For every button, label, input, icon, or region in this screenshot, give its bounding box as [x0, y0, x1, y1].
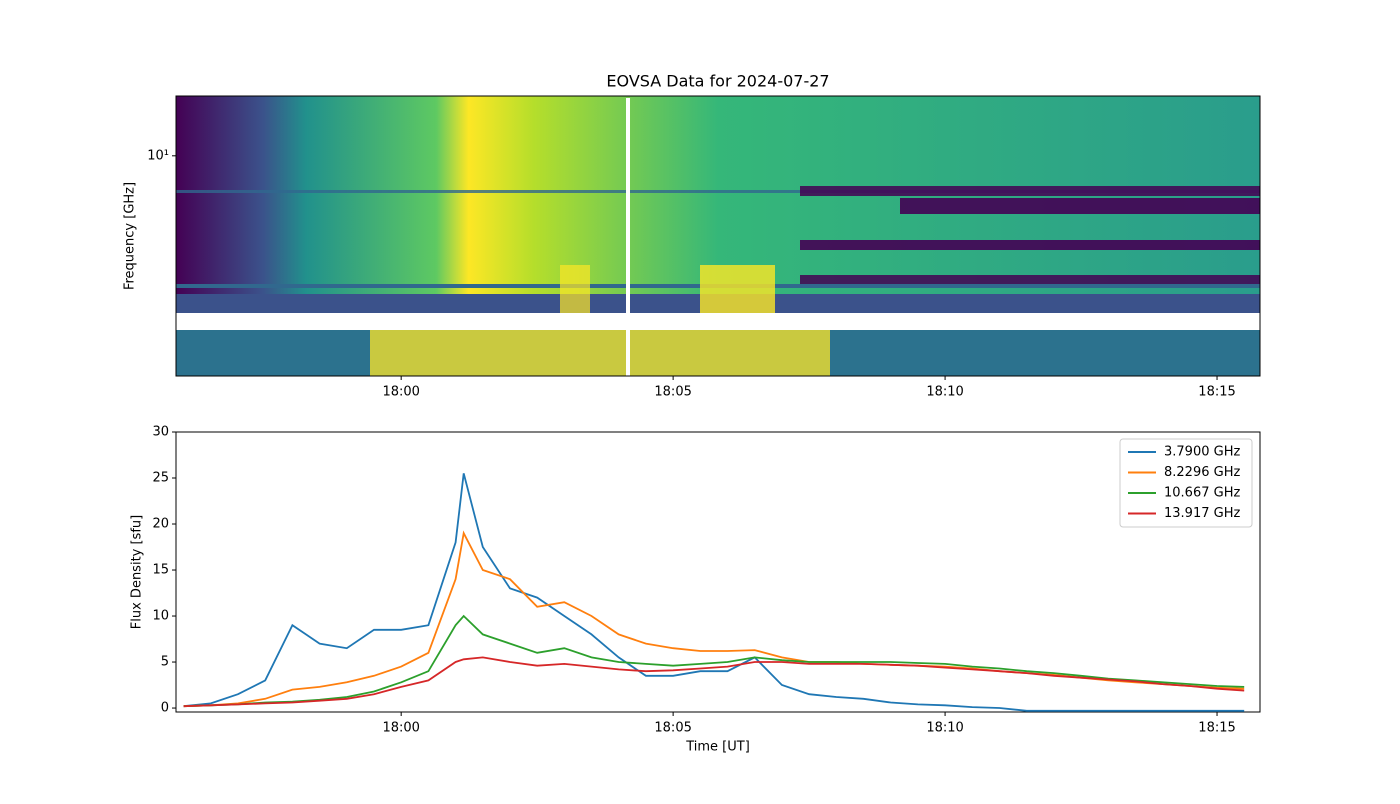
top-axes-frame — [175, 95, 1261, 377]
x-tick-label: 18:15 — [1198, 385, 1235, 400]
y-tick-label: 25 — [152, 471, 169, 486]
legend-label: 3.7900 GHz — [1164, 445, 1240, 460]
y-tick-label: 0 — [161, 701, 169, 716]
legend-label: 10.667 GHz — [1164, 486, 1240, 501]
spectrogram-image — [176, 96, 1260, 376]
x-tick-label: 18:05 — [654, 385, 691, 400]
y-tick-label: 30 — [152, 425, 169, 440]
y-tick-label: 15 — [152, 563, 169, 578]
legend-label: 13.917 GHz — [1164, 506, 1240, 521]
x-tick-label: 18:00 — [382, 721, 419, 736]
bottom-axes-frame — [175, 431, 1261, 713]
x-tick-label: 18:05 — [654, 721, 691, 736]
series-line — [183, 656, 1245, 708]
y-tick-label: 5 — [161, 655, 169, 670]
y-tick-label: 10 — [152, 609, 169, 624]
series-line — [183, 473, 1245, 712]
x-axis-label: Time [UT] — [685, 740, 750, 755]
x-tick-label: 18:10 — [926, 385, 963, 400]
series-line — [183, 530, 1245, 708]
x-tick-label: 18:15 — [1198, 721, 1235, 736]
y-axis-label: Flux Density [sfu] — [130, 515, 145, 629]
legend-box — [1119, 438, 1253, 528]
x-tick-label: 18:00 — [382, 385, 419, 400]
y-tick-label: 20 — [152, 517, 169, 532]
y-axis-label: Frequency [GHz] — [123, 182, 138, 290]
x-tick-label: 18:10 — [926, 721, 963, 736]
y-tick-label: 10¹ — [147, 148, 169, 163]
legend-label: 8.2296 GHz — [1164, 465, 1240, 480]
series-line — [183, 614, 1245, 708]
chart-title: EOVSA Data for 2024-07-27 — [606, 72, 829, 91]
